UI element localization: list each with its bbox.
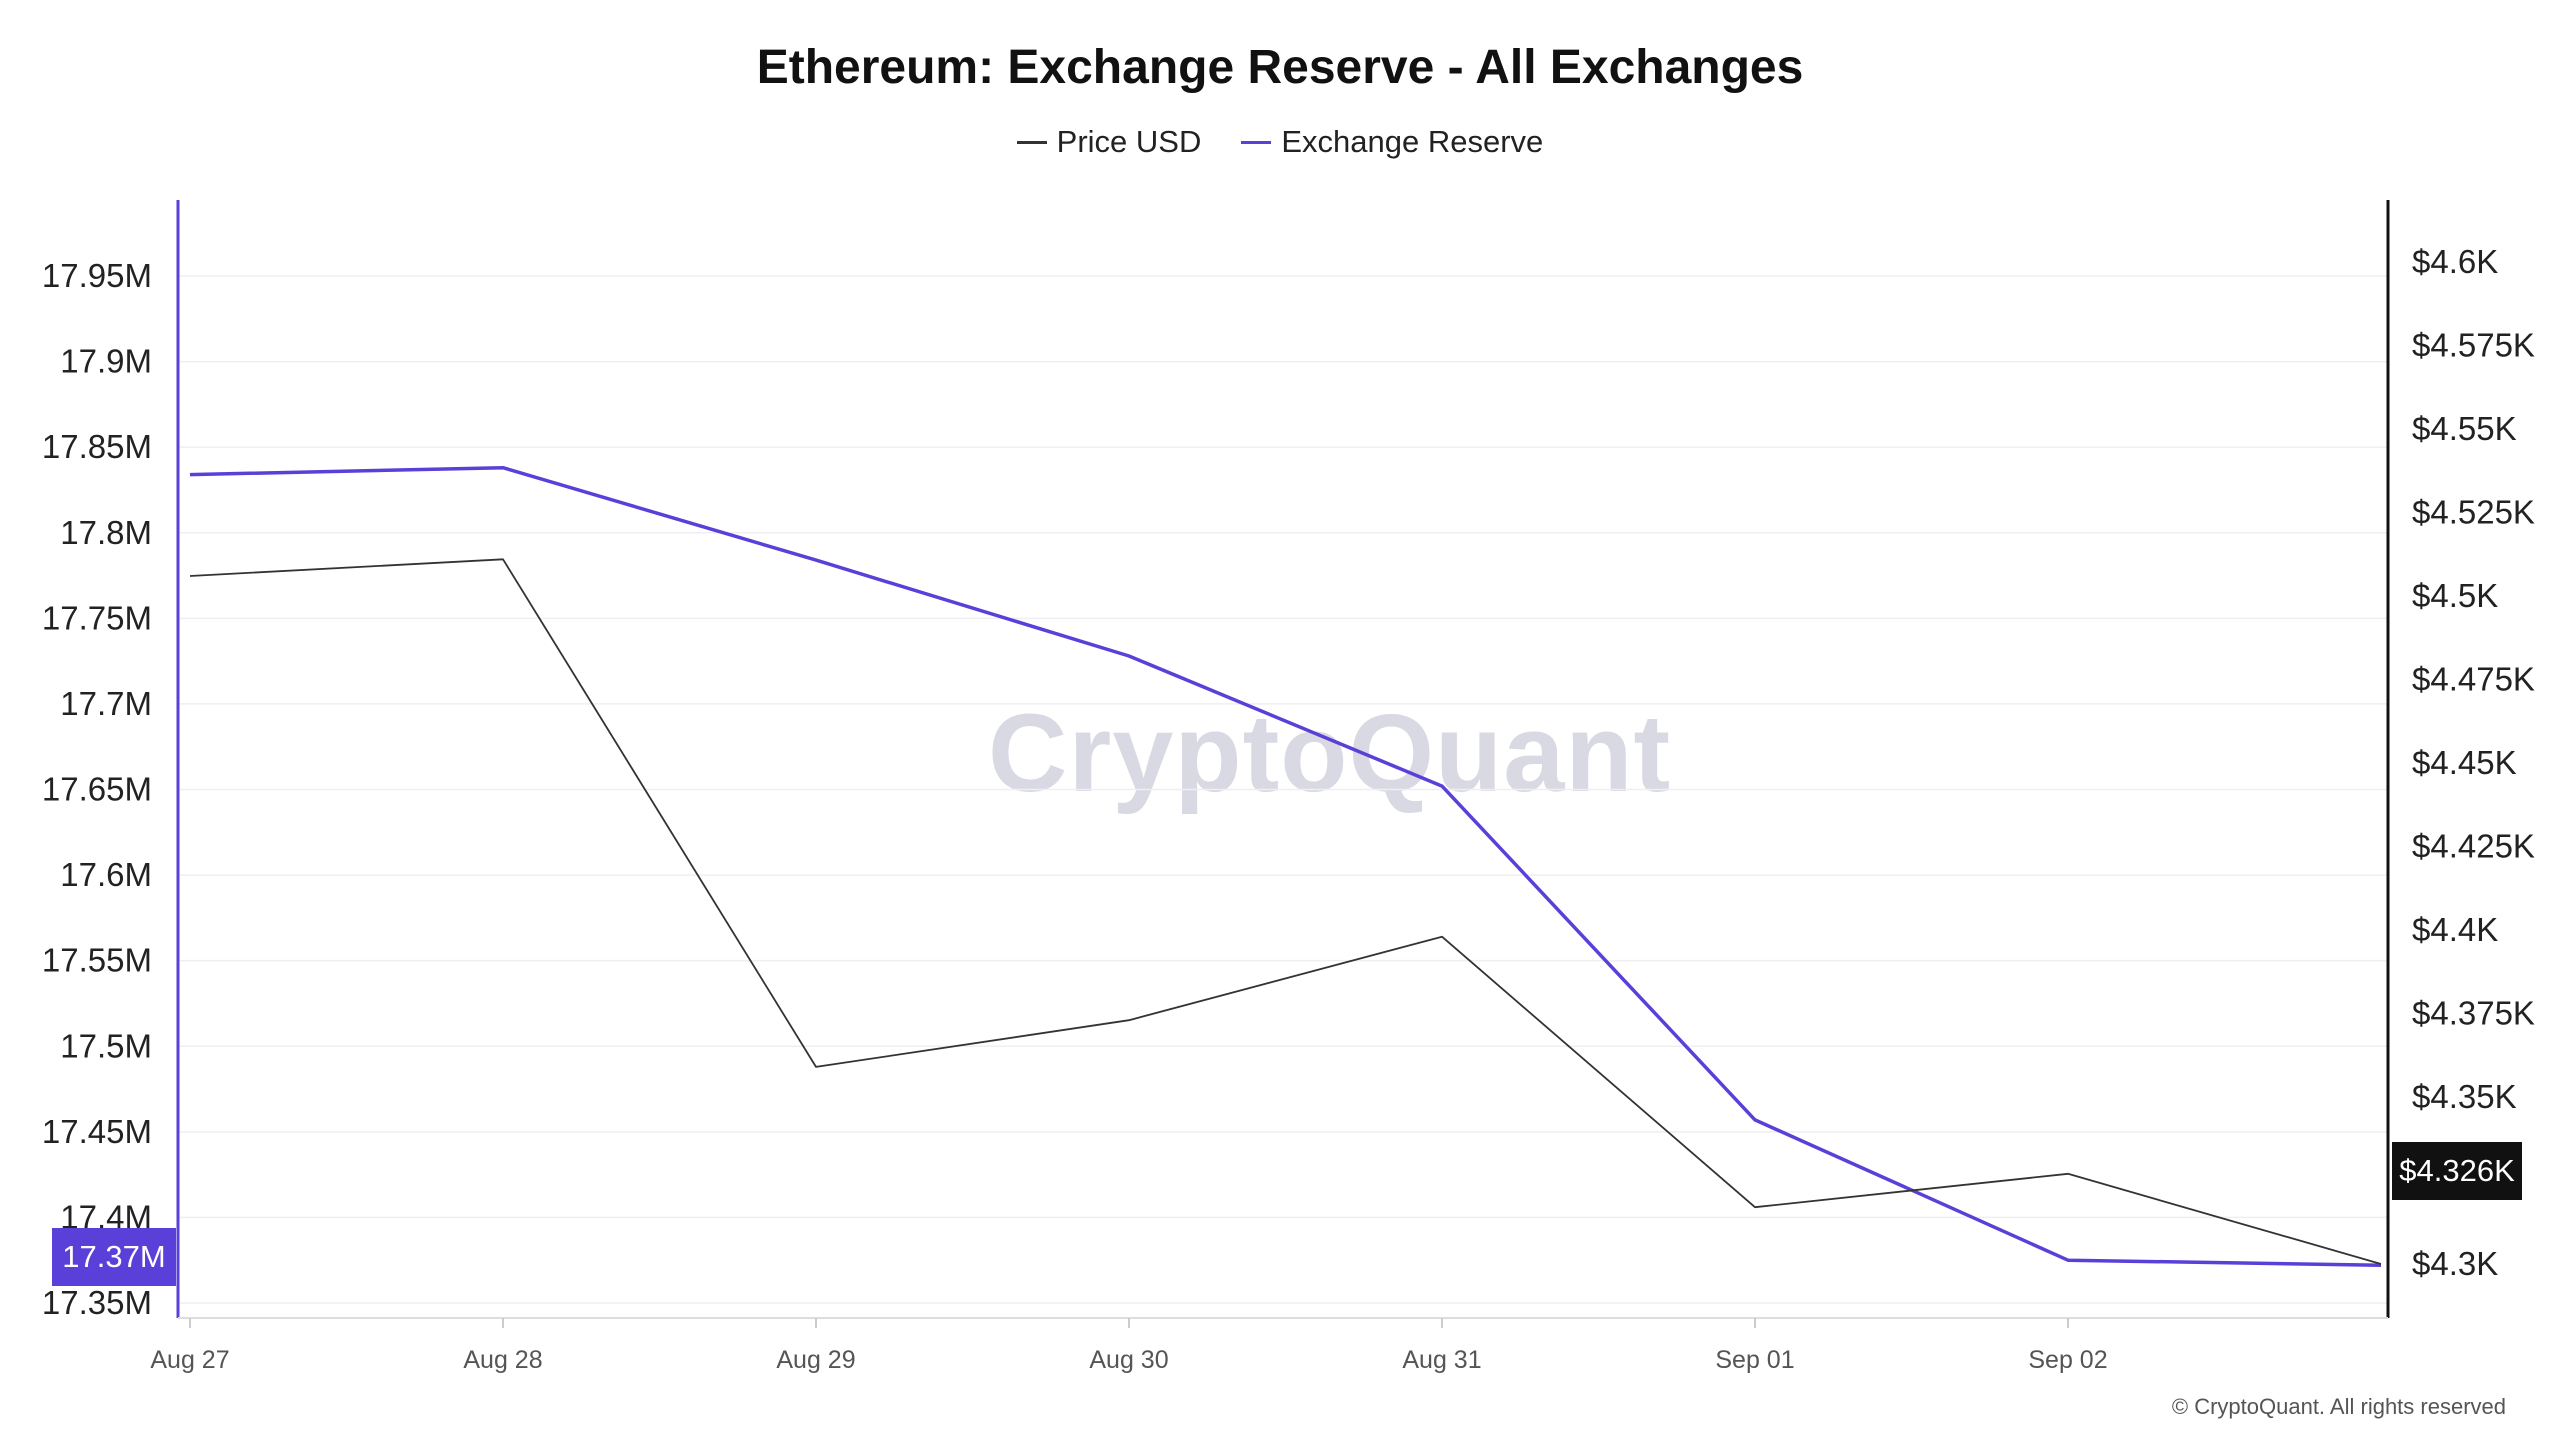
y-right-tick-label: $4.5K xyxy=(2412,577,2498,614)
x-tick-label: Aug 31 xyxy=(1402,1346,1481,1374)
y-left-tick-label: 17.35M xyxy=(42,1284,152,1321)
y-left-tick-label: 17.5M xyxy=(60,1027,152,1064)
y-left-tick-label: 17.9M xyxy=(60,343,152,380)
y-right-tick-label: $4.375K xyxy=(2412,995,2535,1032)
copyright: © CryptoQuant. All rights reserved xyxy=(2171,1394,2506,1419)
y-left-tick-label: 17.7M xyxy=(60,685,152,722)
series-line-price-usd xyxy=(189,558,2382,1265)
legend-label-price: Price USD xyxy=(1056,124,1202,159)
y-left-tick-label: 17.45M xyxy=(42,1113,152,1150)
y-left-tick-label: 17.85M xyxy=(42,428,152,465)
chart-title: Ethereum: Exchange Reserve - All Exchang… xyxy=(756,41,1804,94)
x-tick-label: Aug 27 xyxy=(150,1346,229,1374)
y-right-tick-label: $4.3K xyxy=(2412,1245,2498,1282)
legend: Price USD Exchange Reserve xyxy=(0,124,2560,160)
x-tick-label: Aug 30 xyxy=(1089,1346,1168,1374)
y-right-tick-label: $4.6K xyxy=(2412,243,2498,280)
y-right-tick-label: $4.45K xyxy=(2412,744,2517,781)
y-right-tick-label: $4.425K xyxy=(2412,828,2535,865)
legend-swatch-reserve xyxy=(1241,140,1272,144)
y-left-tick-label: 17.95M xyxy=(42,257,152,294)
y-right-tick-label: $4.475K xyxy=(2412,661,2535,698)
y-right-tick-label: $4.525K xyxy=(2412,494,2535,531)
legend-swatch-price xyxy=(1016,140,1047,144)
x-tick-label: Aug 29 xyxy=(776,1346,855,1374)
y-left-tick-label: 17.6M xyxy=(60,856,152,893)
y-left-tick-label: 17.65M xyxy=(42,771,152,808)
y-right-tick-label: $4.35K xyxy=(2412,1078,2517,1115)
current-reserve-tag: 17.37M xyxy=(52,1228,176,1286)
legend-label-reserve: Exchange Reserve xyxy=(1281,124,1544,159)
y-left-tick-label: 17.55M xyxy=(42,942,152,979)
series-line-exchange-reserve xyxy=(189,465,2382,1268)
x-tick-label: Aug 28 xyxy=(463,1346,542,1374)
watermark: CryptoQuant xyxy=(988,692,1672,815)
x-tick-label: Sep 01 xyxy=(1715,1346,1794,1374)
legend-item-reserve[interactable]: Exchange Reserve xyxy=(1241,124,1543,160)
y-left-tick-label: 17.8M xyxy=(60,514,152,551)
y-left-tick-label: 17.75M xyxy=(42,599,152,636)
y-right-tick-label: $4.55K xyxy=(2412,410,2517,447)
legend-item-price[interactable]: Price USD xyxy=(1016,124,1202,160)
current-price-tag: $4.326K xyxy=(2392,1142,2522,1200)
x-tick-label: Sep 02 xyxy=(2028,1346,2107,1374)
y-right-tick-label: $4.4K xyxy=(2412,911,2498,948)
y-right-tick-label: $4.575K xyxy=(2412,327,2535,364)
